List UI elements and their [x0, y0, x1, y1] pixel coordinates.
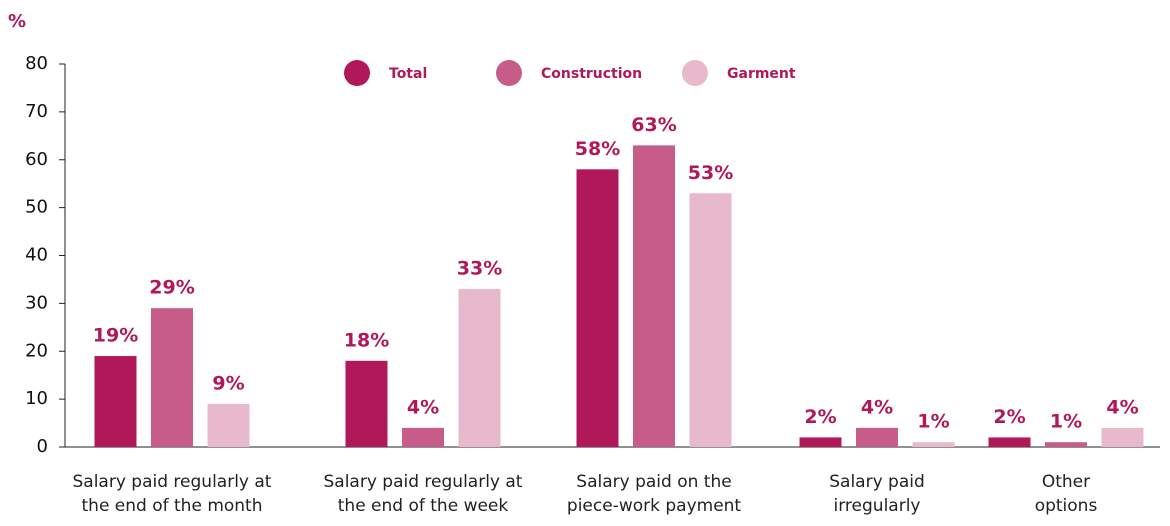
- y-tick-label: 10: [25, 388, 48, 409]
- x-tick-label: Salary paid irregularly: [829, 472, 925, 516]
- bar: [689, 193, 732, 447]
- bar: [988, 437, 1031, 447]
- data-label: 29%: [149, 277, 194, 299]
- bar: [912, 442, 955, 447]
- legend-label: Total: [389, 66, 427, 82]
- y-tick-label: 50: [25, 197, 48, 218]
- y-tick-label: 60: [25, 149, 48, 170]
- y-tick-label: 80: [25, 53, 48, 74]
- bar: [458, 289, 501, 447]
- data-label: 4%: [407, 396, 439, 418]
- y-tick-label: 70: [25, 101, 48, 122]
- y-axis-label: %: [8, 11, 26, 32]
- data-label: 63%: [631, 114, 676, 136]
- legend-label: Garment: [727, 66, 796, 82]
- data-label: 2%: [993, 406, 1025, 428]
- legend-swatch: [682, 60, 708, 86]
- x-tick-label: Salary paid on the piece-work payment: [566, 472, 742, 516]
- data-label: 2%: [804, 406, 836, 428]
- legend-label: Construction: [541, 66, 642, 82]
- bar: [402, 427, 444, 447]
- bar: [1101, 427, 1144, 447]
- bar: [576, 169, 619, 447]
- data-label: 4%: [861, 396, 893, 418]
- legend-swatch: [344, 60, 370, 86]
- data-label: 1%: [917, 411, 949, 433]
- data-label: 33%: [457, 258, 502, 280]
- data-label: 19%: [93, 325, 138, 347]
- y-tick-label: 40: [25, 245, 48, 266]
- data-label: 18%: [344, 329, 389, 351]
- bar: [345, 360, 388, 447]
- x-tick-label: Salary paid regularly at the end of the …: [72, 472, 272, 516]
- y-tick-label: 20: [25, 340, 48, 361]
- y-tick-label: 30: [25, 292, 48, 313]
- bar: [1045, 442, 1087, 447]
- data-label: 1%: [1050, 411, 1082, 433]
- data-label: 9%: [212, 372, 244, 394]
- y-tick-label: 0: [37, 436, 48, 457]
- x-tick-label: Other options: [1034, 472, 1098, 516]
- bar: [633, 145, 675, 447]
- data-label: 4%: [1106, 396, 1138, 418]
- bar: [151, 308, 193, 447]
- bar: [799, 437, 842, 447]
- data-label: 58%: [575, 138, 620, 160]
- data-label: 53%: [688, 162, 733, 184]
- x-tick-label: Salary paid regularly at the end of the …: [323, 472, 523, 516]
- legend-swatch: [496, 60, 522, 86]
- bar: [856, 427, 898, 447]
- bar: [207, 403, 250, 447]
- bar: [94, 356, 137, 447]
